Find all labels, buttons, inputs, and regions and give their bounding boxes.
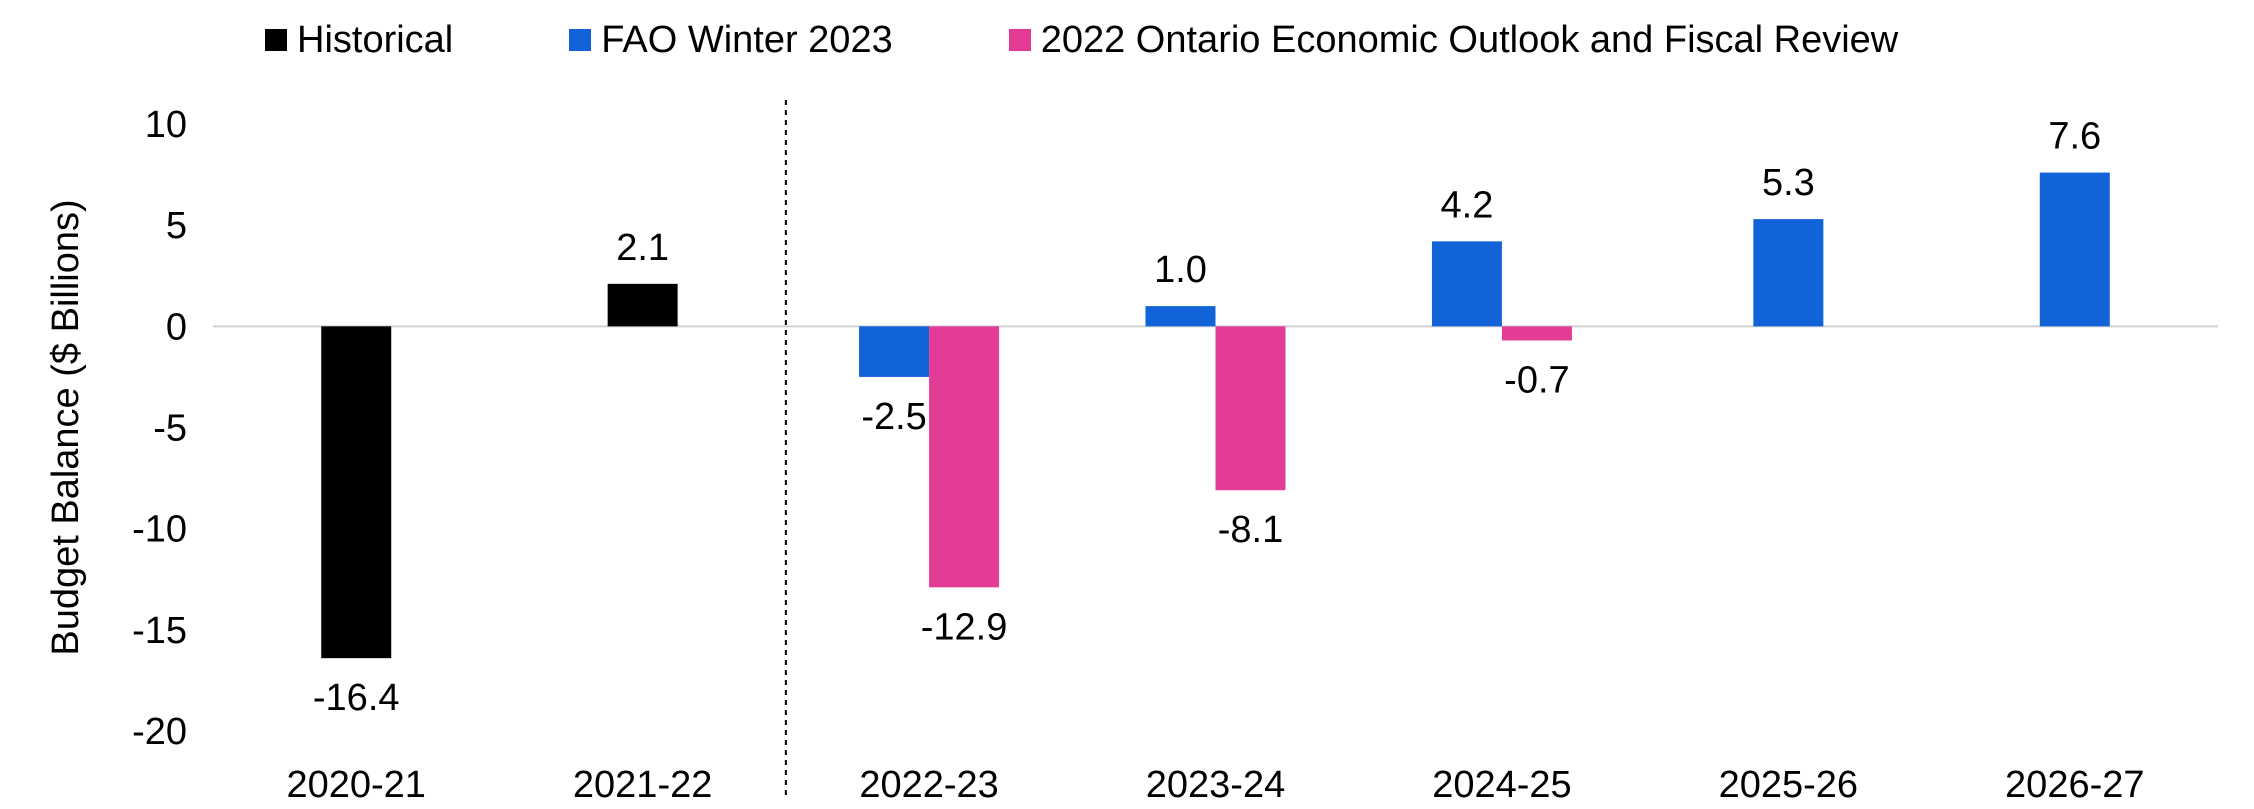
bar-2023-24-series-2: [1215, 326, 1286, 491]
legend-label-historical: Historical: [297, 18, 454, 61]
data-label: 7.6: [2048, 116, 2101, 158]
legend-label-fao-winter-2023: FAO Winter 2023: [601, 18, 893, 61]
data-label: 2.1: [616, 227, 669, 269]
y-tick-labels: 10 5 0 -5 -10 -15 -20: [132, 104, 187, 753]
y-tick-label: 0: [166, 306, 187, 348]
legend-swatch-historical: [265, 29, 287, 51]
bar-2021-22-series-0: [607, 283, 678, 327]
y-tick-label: 5: [166, 205, 187, 247]
x-tick-label: 2023-24: [1146, 764, 1285, 806]
x-tick-label: 2022-23: [859, 764, 998, 806]
legend-item-historical: Historical: [265, 19, 453, 62]
y-axis-title: Budget Balance ($ Billions): [45, 199, 87, 655]
y-tick-label: -15: [132, 610, 187, 652]
y-tick-label: 10: [145, 104, 187, 146]
bar-2024-25-series-1: [1431, 241, 1502, 327]
data-label: -12.9: [921, 606, 1008, 648]
data-label: -0.7: [1504, 359, 1569, 401]
bar-2022-23-series-1: [859, 326, 930, 377]
legend-item-ontario-outlook: 2022 Ontario Economic Outlook and Fiscal…: [1008, 18, 1899, 62]
y-tick-label: -5: [153, 408, 187, 450]
bar-2022-23-series-2: [929, 326, 1000, 588]
bar-2025-26-series-1: [1753, 219, 1824, 327]
data-label: 1.0: [1154, 249, 1207, 291]
chart-legend: Historical FAO Winter 2023 2022 Ontario …: [265, 18, 2014, 62]
bars: [321, 172, 2110, 659]
y-tick-label: -10: [132, 509, 187, 551]
bar-2024-25-series-2: [1501, 326, 1572, 341]
data-label: -8.1: [1218, 509, 1283, 551]
bar-2020-21-series-0: [321, 326, 392, 659]
data-labels: -16.4 2.1 -2.5 -12.9 1.0 -8.1 4.2 -0.7 5.3 7.6: [313, 116, 2101, 720]
x-tick-label: 2020-21: [286, 764, 425, 806]
data-label: 4.2: [1441, 184, 1494, 226]
y-tick-label: -20: [132, 711, 187, 753]
x-tick-label: 2021-22: [573, 764, 712, 806]
legend-label-ontario-outlook: 2022 Ontario Economic Outlook and Fiscal…: [1040, 18, 1899, 61]
bar-2023-24-series-1: [1145, 306, 1216, 327]
legend-swatch-ontario-outlook: [1008, 29, 1031, 51]
legend-item-fao-winter-2023: FAO Winter 2023: [569, 18, 893, 62]
data-label: 5.3: [1762, 162, 1815, 204]
x-tick-labels: 2020-21 2021-22 2022-23 2023-24 2024-25 2025-…: [286, 764, 2144, 806]
y-axis-title-group: Budget Balance ($ Billions): [45, 199, 87, 655]
data-label: -16.4: [313, 677, 400, 719]
legend-swatch-fao-winter-2023: [569, 29, 592, 51]
x-tick-label: 2025-26: [1719, 764, 1858, 806]
x-tick-label: 2024-25: [1432, 764, 1571, 806]
data-label: -2.5: [861, 396, 926, 438]
x-tick-label: 2026-27: [2005, 764, 2144, 806]
bar-2026-27-series-1: [2039, 172, 2110, 327]
